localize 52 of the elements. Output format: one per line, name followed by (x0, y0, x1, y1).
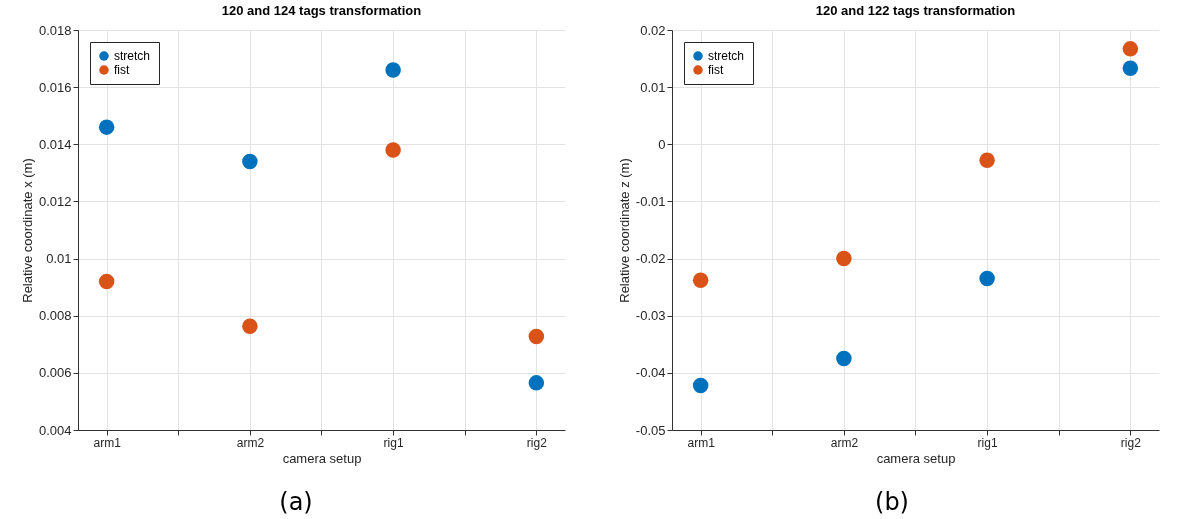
legend-label: stretch (708, 49, 745, 63)
y-tick-label: -0.04 (635, 365, 666, 381)
chart-title: 120 and 122 tags transformation (815, 3, 1016, 18)
legend-label: stretch (113, 49, 150, 63)
x-tick-label: rig1 (383, 435, 404, 450)
y-tick-label: 0.006 (38, 365, 71, 381)
point (384, 142, 401, 158)
point (836, 350, 852, 367)
point (528, 375, 544, 391)
chart-title: 120 and 124 tags transformation (221, 3, 421, 18)
text: (b) (875, 488, 909, 516)
point (241, 153, 258, 170)
point (836, 250, 852, 267)
x-tick-label: rig1 (977, 435, 998, 450)
point (98, 119, 114, 135)
point (979, 270, 995, 287)
y-tick-label: 0.01 (45, 251, 71, 267)
point (692, 272, 709, 289)
y-tick-label: 0.004 (38, 422, 71, 438)
x-axis-title: camera setup (282, 450, 361, 466)
point (528, 328, 544, 345)
point (98, 273, 114, 290)
y-tick-label: 0.014 (38, 136, 71, 152)
x-tick-label: rig2 (1120, 435, 1142, 450)
y-tick-label: 0.012 (38, 193, 71, 209)
y-tick-label: 0 (658, 136, 666, 152)
y-tick-label: 0.016 (38, 79, 71, 95)
x-tick-label: arm1 (92, 435, 121, 450)
x-tick-label: rig2 (526, 435, 547, 450)
y-tick-label: -0.02 (635, 251, 666, 267)
x-axis-title: camera setup (876, 450, 956, 466)
point (1122, 60, 1139, 77)
y-tick-label: 0.02 (640, 22, 666, 38)
y-tick-label: -0.03 (635, 308, 666, 324)
point (1122, 41, 1139, 57)
x-tick-label: arm2 (236, 435, 264, 450)
x-tick-label: arm2 (830, 435, 859, 450)
y-axis-title: Relative coordinate z (m) (616, 158, 632, 303)
x-tick-label: arm1 (687, 435, 716, 450)
y-tick-label: 0.008 (38, 308, 71, 324)
point (692, 377, 709, 394)
point (241, 318, 258, 335)
y-tick-label: 0.018 (38, 22, 71, 38)
text: (a) (279, 488, 313, 516)
y-tick-label: 0.01 (640, 79, 666, 95)
legend-label: fist (708, 63, 724, 77)
y-tick-label: -0.05 (635, 422, 666, 438)
legend-label: fist (113, 63, 130, 77)
point (979, 152, 995, 169)
y-tick-label: -0.01 (635, 193, 666, 209)
y-axis-title: Relative coordinate x (m) (19, 158, 35, 303)
point (384, 62, 401, 78)
